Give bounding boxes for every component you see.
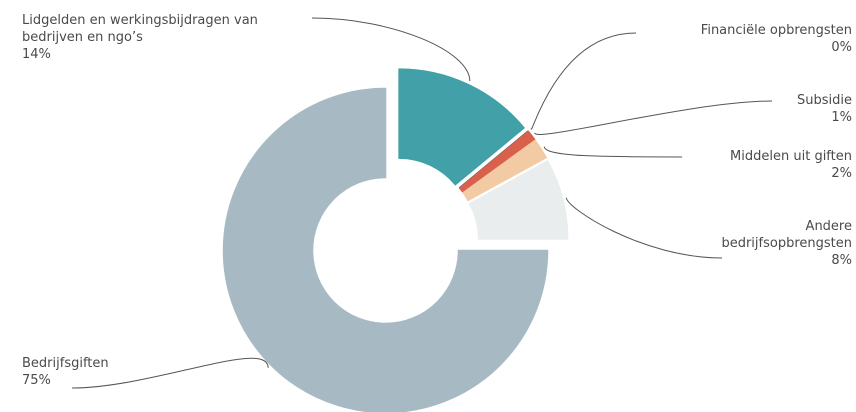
- value-label: 75%: [22, 373, 51, 388]
- category-label: Subsidie: [797, 93, 852, 108]
- slice-label: Bedrijfsgiften 75%: [22, 355, 222, 389]
- value-label: 14%: [22, 47, 51, 62]
- slice-label: Financiële opbrengsten 0%: [560, 22, 852, 56]
- leader-line: [565, 197, 723, 259]
- category-label: Bedrijfsgiften: [22, 356, 109, 371]
- category-label: Lidgelden en werkingsbijdragen van bedri…: [22, 13, 258, 45]
- value-label: 0%: [831, 40, 852, 55]
- donut-slice: [458, 130, 536, 193]
- donut-slice: [398, 68, 525, 186]
- category-label: Middelen uit giften: [730, 149, 852, 164]
- category-label: Andere bedrijfsopbrengsten: [721, 219, 852, 251]
- slice-label: Lidgelden en werkingsbijdragen van bedri…: [22, 12, 312, 63]
- slice-label: Middelen uit giften 2%: [560, 148, 852, 182]
- slice-label: Andere bedrijfsopbrengsten 8%: [640, 218, 852, 269]
- donut-slice: [462, 139, 548, 202]
- value-label: 2%: [831, 166, 852, 181]
- value-label: 8%: [831, 253, 852, 268]
- leader-line: [311, 17, 471, 81]
- donut-slice: [468, 159, 569, 240]
- leader-line: [534, 100, 773, 135]
- slice-label: Subsidie 1%: [560, 92, 852, 126]
- category-label: Financiële opbrengsten: [700, 23, 852, 38]
- value-label: 1%: [831, 110, 852, 125]
- leader-line: [530, 32, 637, 130]
- leader-line: [71, 357, 269, 389]
- donut-slice: [222, 87, 549, 412]
- leader-line: [543, 146, 683, 158]
